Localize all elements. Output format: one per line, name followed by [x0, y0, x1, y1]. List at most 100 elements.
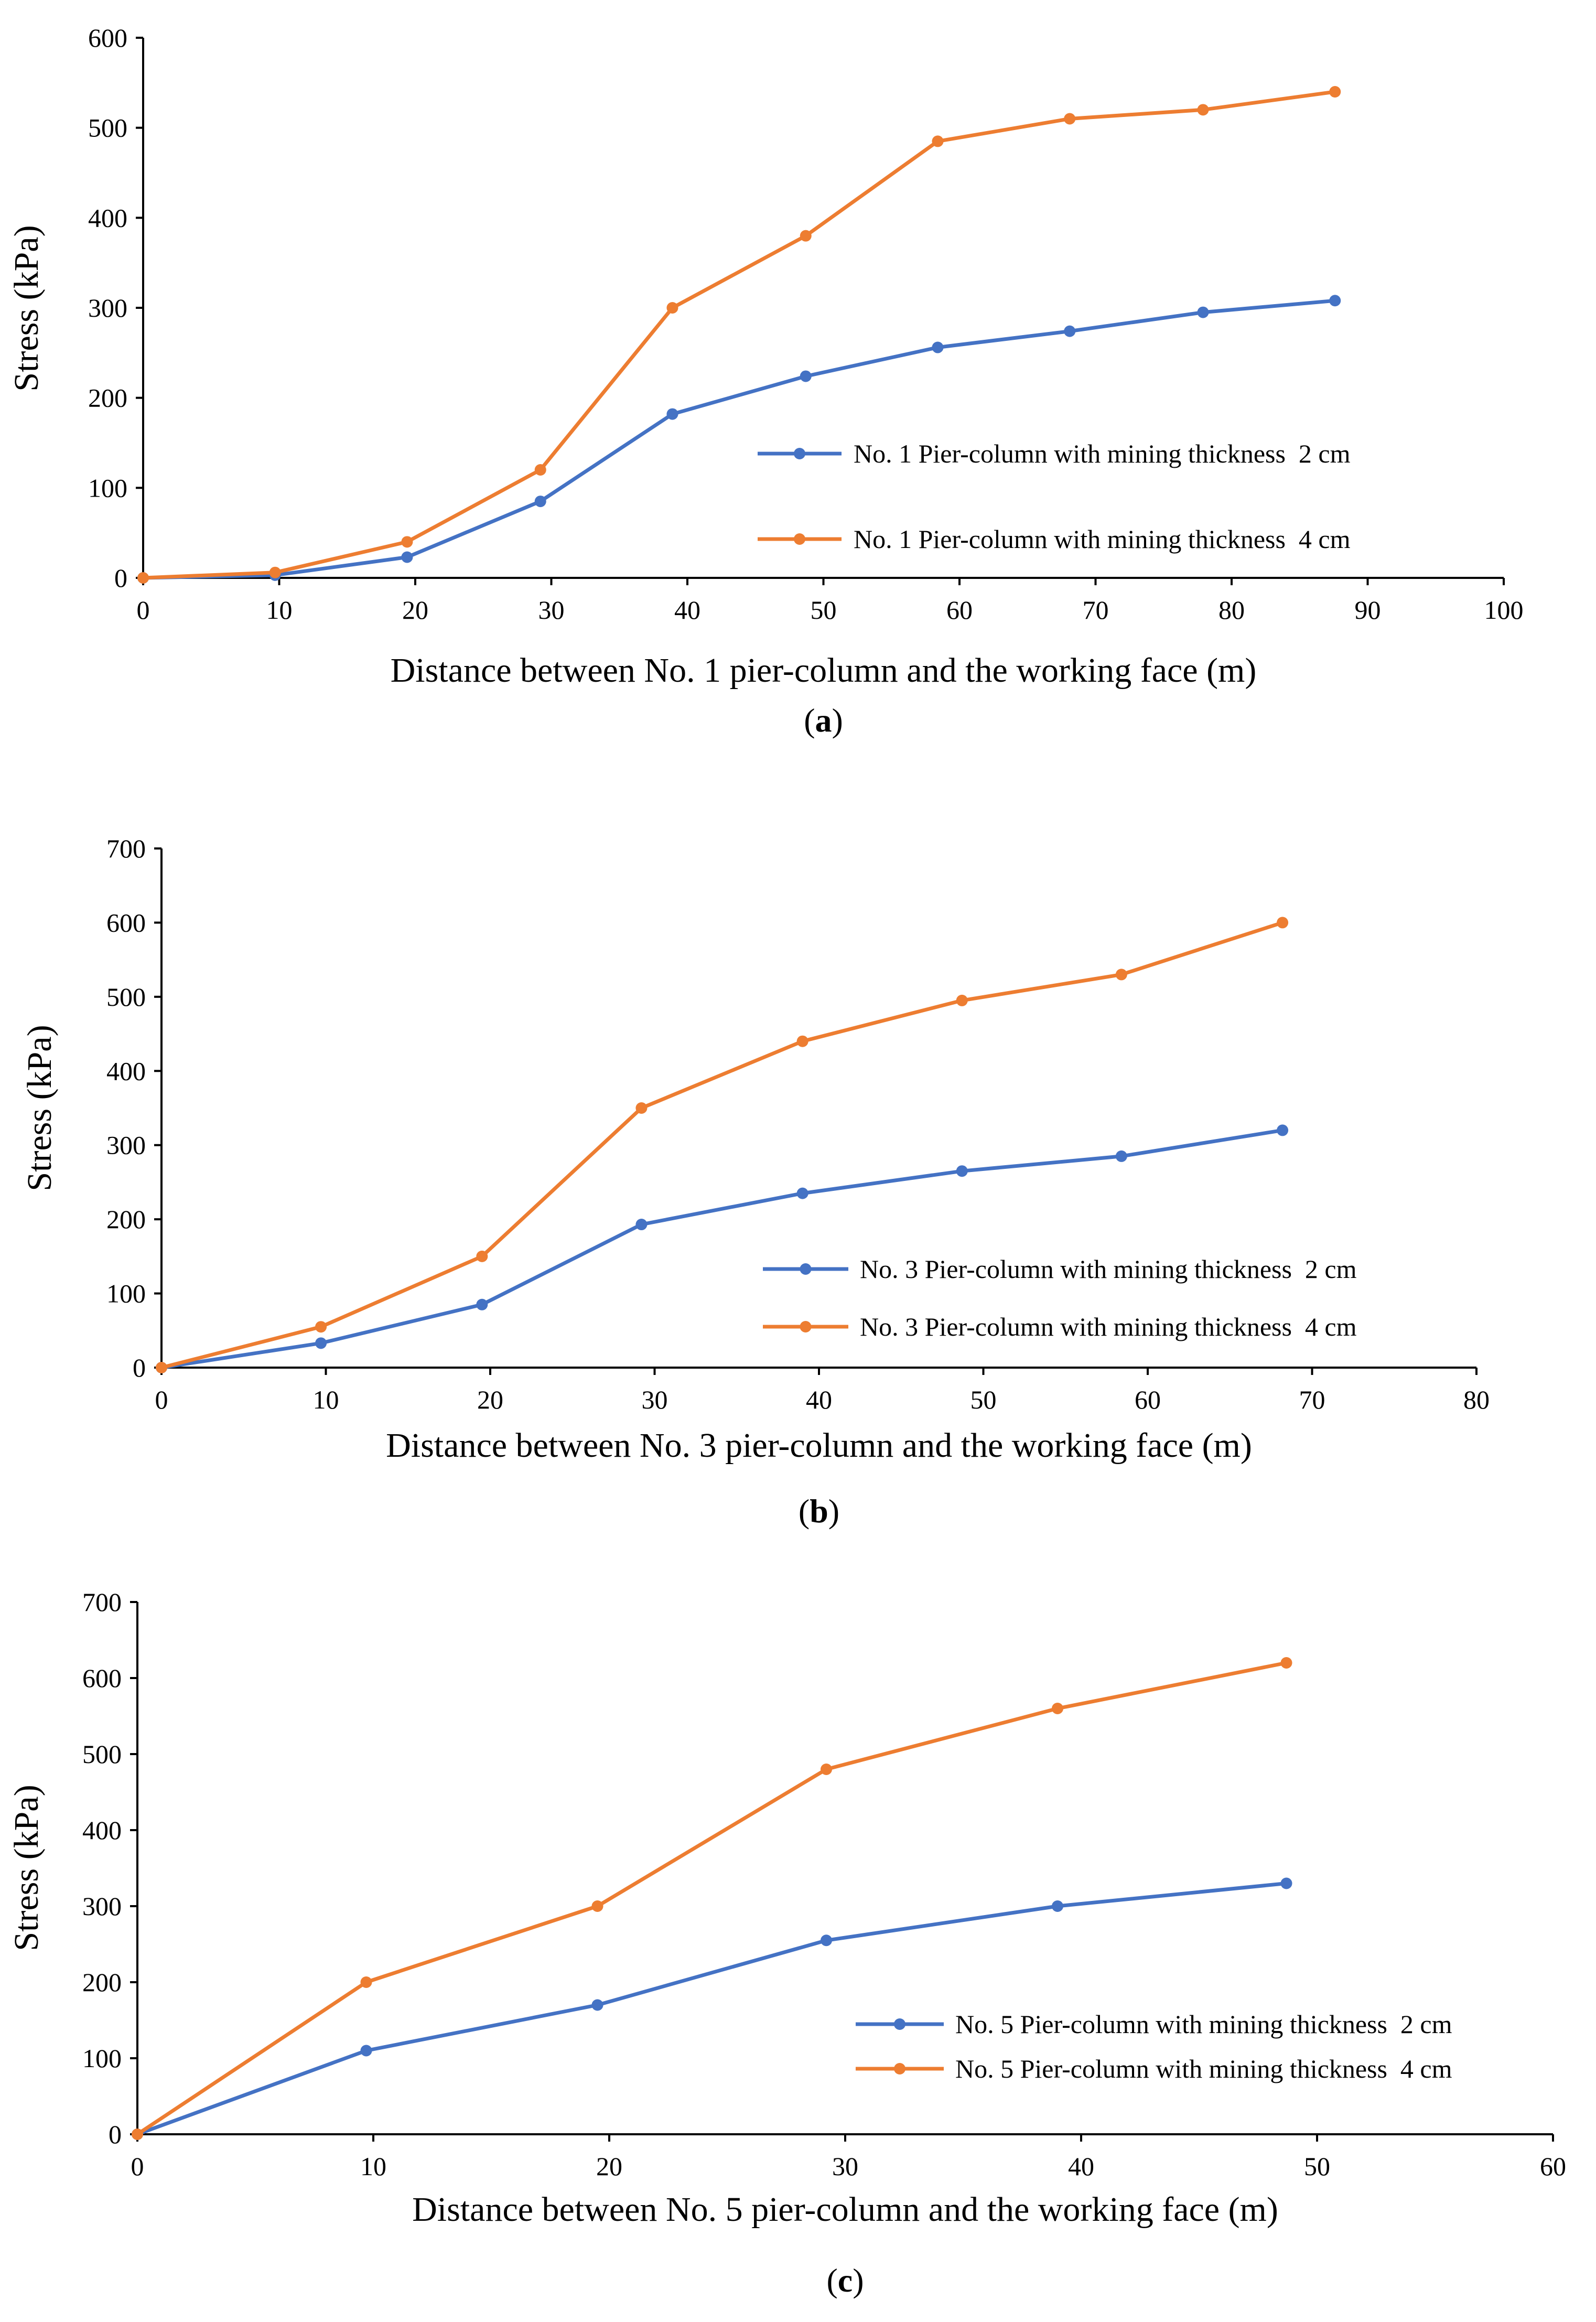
- x-tick-label: 30: [538, 595, 565, 625]
- x-tick-label: 0: [131, 2152, 144, 2181]
- y-tick-label: 700: [106, 834, 146, 863]
- data-point: [635, 1102, 648, 1114]
- legend-swatch-marker: [800, 1263, 812, 1275]
- data-point: [1329, 295, 1341, 307]
- x-tick-label: 70: [1083, 595, 1109, 625]
- y-tick-label: 500: [88, 113, 127, 143]
- y-tick-label: 400: [106, 1056, 146, 1085]
- x-axis-title: Distance between No. 3 pier-column and t…: [386, 1426, 1252, 1465]
- legend-swatch-marker: [794, 448, 805, 459]
- x-axis-title: Distance between No. 5 pier-column and t…: [412, 2190, 1278, 2229]
- data-point: [360, 1976, 372, 1988]
- legend-swatch-marker: [894, 2018, 905, 2030]
- y-tick-label: 200: [88, 383, 127, 413]
- x-tick-label: 100: [1484, 595, 1524, 625]
- data-point: [635, 1219, 648, 1231]
- y-tick-label: 600: [82, 1663, 122, 1693]
- x-tick-label: 10: [266, 595, 293, 625]
- x-tick-label: 0: [137, 595, 150, 625]
- x-tick-label: 50: [970, 1385, 997, 1414]
- legend-label: No. 1 Pier-column with mining thickness …: [854, 524, 1351, 554]
- data-point: [401, 536, 413, 548]
- y-tick-label: 400: [82, 1815, 122, 1845]
- data-point: [1052, 1900, 1063, 1912]
- y-tick-label: 0: [133, 1353, 146, 1382]
- data-point: [591, 1999, 603, 2011]
- legend-swatch-marker: [894, 2063, 905, 2074]
- x-tick-label: 60: [1135, 1385, 1161, 1414]
- data-point: [796, 1187, 808, 1199]
- y-tick-label: 100: [88, 473, 127, 502]
- data-point: [932, 341, 944, 353]
- y-tick-label: 300: [106, 1131, 146, 1160]
- x-tick-label: 10: [360, 2152, 386, 2181]
- y-axis-title: Stress (kPa): [7, 1784, 46, 1951]
- series-line: [159, 920, 1285, 1370]
- legend-label: No. 1 Pier-column with mining thickness …: [854, 439, 1351, 468]
- y-tick-label: 500: [106, 982, 146, 1012]
- data-point: [800, 230, 812, 242]
- data-point: [956, 1165, 968, 1177]
- x-tick-label: 30: [832, 2152, 858, 2181]
- series-line: [159, 1128, 1285, 1370]
- data-point: [1280, 1877, 1292, 1889]
- data-point: [1277, 917, 1289, 929]
- data-point: [137, 572, 149, 584]
- y-tick-label: 200: [82, 1968, 122, 1997]
- panel-label: (c): [826, 2262, 864, 2299]
- data-point: [315, 1337, 327, 1349]
- data-point: [666, 302, 678, 314]
- x-tick-label: 40: [674, 595, 700, 625]
- data-point: [1197, 104, 1209, 116]
- data-point: [1064, 113, 1076, 125]
- x-tick-label: 70: [1299, 1385, 1325, 1414]
- panel-label: (b): [799, 1492, 839, 1530]
- y-axis-title: Stress (kPa): [20, 1025, 59, 1191]
- y-tick-label: 200: [106, 1205, 146, 1234]
- x-tick-label: 90: [1355, 595, 1381, 625]
- x-tick-label: 20: [402, 595, 428, 625]
- y-tick-label: 100: [106, 1279, 146, 1308]
- legend-label: No. 3 Pier-column with mining thickness …: [860, 1312, 1357, 1341]
- x-tick-label: 60: [946, 595, 973, 625]
- chart-panel-b: 0 100 200 300 400 500 600 700 0 10 20 30 40 50 60 70 80 S…: [20, 834, 1490, 1530]
- data-point: [401, 551, 413, 563]
- data-point: [1280, 1657, 1292, 1669]
- data-point: [796, 1035, 808, 1047]
- data-point: [666, 408, 678, 420]
- x-tick-label: 30: [642, 1385, 668, 1414]
- x-tick-label: 10: [313, 1385, 339, 1414]
- y-tick-label: 0: [109, 2120, 122, 2149]
- data-point: [956, 994, 968, 1006]
- data-point: [534, 496, 546, 508]
- data-point: [932, 135, 944, 147]
- data-point: [1052, 1703, 1063, 1714]
- data-point: [591, 1900, 603, 1912]
- legend-label: No. 3 Pier-column with mining thickness …: [860, 1254, 1357, 1284]
- y-tick-label: 0: [114, 563, 127, 593]
- x-tick-label: 0: [155, 1385, 168, 1414]
- y-tick-label: 500: [82, 1739, 122, 1769]
- series-line: [141, 90, 1337, 580]
- x-tick-label: 20: [596, 2152, 622, 2181]
- legend-swatch-marker: [800, 1321, 812, 1332]
- data-point: [1115, 969, 1127, 981]
- series-line: [135, 1882, 1288, 2136]
- series-line: [135, 1661, 1288, 2136]
- data-point: [315, 1321, 327, 1333]
- legend-label: No. 5 Pier-column with mining thickness …: [955, 2054, 1452, 2083]
- data-point: [476, 1250, 488, 1262]
- x-tick-label: 20: [477, 1385, 503, 1414]
- y-tick-label: 300: [82, 1891, 122, 1921]
- x-tick-label: 40: [1068, 2152, 1094, 2181]
- data-point: [360, 2045, 372, 2057]
- legend-label: No. 5 Pier-column with mining thickness …: [955, 2009, 1452, 2039]
- data-point: [1197, 306, 1209, 318]
- x-tick-label: 60: [1540, 2152, 1566, 2181]
- y-tick-label: 100: [82, 2044, 122, 2073]
- data-point: [1115, 1150, 1127, 1162]
- data-point: [821, 1764, 832, 1775]
- x-tick-label: 80: [1463, 1385, 1490, 1414]
- series-line: [141, 298, 1337, 580]
- y-axis-title: Stress (kPa): [7, 225, 46, 391]
